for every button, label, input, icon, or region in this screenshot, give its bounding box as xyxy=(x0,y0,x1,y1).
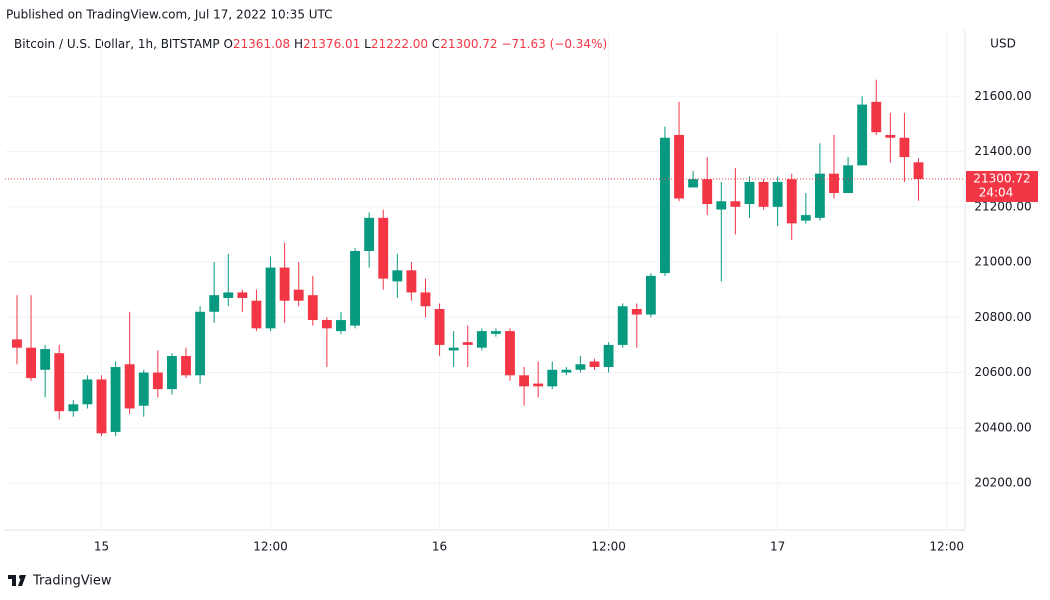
y-tick-label: 21400.00 xyxy=(974,144,1031,158)
candle-body xyxy=(786,179,797,224)
candle-body xyxy=(68,404,79,412)
candle-body xyxy=(716,201,727,210)
candle-body xyxy=(406,270,417,293)
ohlc-value: 21222.00 xyxy=(371,37,428,51)
candle-body xyxy=(829,173,839,193)
x-tick-label: 12:00 xyxy=(253,540,288,554)
candle-body xyxy=(744,181,755,205)
candle-body xyxy=(702,179,713,205)
candle-body xyxy=(490,331,501,334)
candle-body xyxy=(603,344,614,368)
candle-body xyxy=(279,267,290,301)
candle-body xyxy=(519,375,530,387)
candle-body xyxy=(82,379,93,405)
brand-name: TradingView xyxy=(32,574,112,589)
candle-body xyxy=(462,342,473,345)
candle-body xyxy=(561,369,572,373)
symbol: Bitcoin / U.S. Dollar, 1h, BITSTAMP xyxy=(14,37,220,51)
candle-body xyxy=(800,215,811,221)
candle-body xyxy=(617,306,628,345)
price-tag-value: 21300.72 xyxy=(973,171,1030,185)
x-tick-label: 15 xyxy=(94,540,109,554)
candle-body xyxy=(645,275,656,315)
candle-body xyxy=(336,320,346,332)
candle-body xyxy=(350,250,360,326)
candle-body xyxy=(547,369,558,387)
candle-body xyxy=(772,181,783,207)
candle-body xyxy=(251,300,262,329)
ohlc-value: 21361.08 xyxy=(233,37,290,51)
candle-body xyxy=(899,137,910,158)
candle-body xyxy=(110,367,121,432)
candle-body xyxy=(12,339,22,348)
candle-body xyxy=(378,217,389,279)
candle-body xyxy=(660,137,670,274)
published-note: Published on TradingView.com, Jul 17, 20… xyxy=(6,8,333,22)
candle-body xyxy=(505,331,515,376)
candle-body xyxy=(913,162,924,179)
candle-body xyxy=(476,331,487,348)
currency-label: USD xyxy=(990,37,1016,51)
x-tick-label: 17 xyxy=(770,540,785,554)
change: −71.63 (−0.34%) xyxy=(501,37,607,51)
candle-body xyxy=(631,309,642,315)
candle-body xyxy=(237,292,248,298)
candle-body xyxy=(392,270,403,282)
candle-body xyxy=(321,320,332,329)
legend-header: Bitcoin / U.S. Dollar, 1h, BITSTAMP O213… xyxy=(14,37,611,51)
candle-body xyxy=(885,134,896,138)
ohlc-key: O xyxy=(223,37,232,51)
candle-body xyxy=(420,292,431,307)
candle-body xyxy=(138,372,149,406)
price-tag xyxy=(966,170,1038,202)
candle-body xyxy=(688,179,699,188)
candle-body xyxy=(54,353,65,412)
candle-body xyxy=(209,295,220,312)
ohlc-key: C xyxy=(432,37,440,51)
candle-body xyxy=(364,217,375,251)
ohlc-value: 21376.01 xyxy=(303,37,360,51)
y-tick-label: 21200.00 xyxy=(974,199,1031,213)
candle-body xyxy=(758,181,769,207)
candle-body xyxy=(307,295,318,321)
candle-body xyxy=(293,289,304,301)
ohlc-key: H xyxy=(294,37,303,51)
price-tag-countdown: 24:04 xyxy=(979,185,1014,199)
ohlc-value: 21300.72 xyxy=(440,37,497,51)
candle-body xyxy=(533,383,544,387)
y-tick-label: 20800.00 xyxy=(974,310,1031,324)
candle-body xyxy=(223,292,234,298)
candle-body xyxy=(871,101,882,133)
candle-body xyxy=(674,134,684,199)
brand-logo xyxy=(8,575,26,586)
candle-body xyxy=(26,347,36,379)
legend-text: Bitcoin / U.S. Dollar, 1h, BITSTAMP O213… xyxy=(14,37,611,51)
y-tick-label: 20600.00 xyxy=(974,365,1031,379)
candle-body xyxy=(96,379,107,434)
candle-body xyxy=(730,201,741,207)
y-tick-label: 21000.00 xyxy=(974,255,1031,269)
y-tick-label: 20200.00 xyxy=(974,476,1031,490)
candle-body xyxy=(575,364,586,370)
candle-body xyxy=(434,309,445,345)
candle-body xyxy=(181,355,191,376)
x-tick-label: 12:00 xyxy=(929,540,964,554)
candle-body xyxy=(448,347,459,351)
candle-body xyxy=(857,104,868,166)
ohlc-key: L xyxy=(364,37,371,51)
candle-body xyxy=(152,372,163,390)
x-tick-label: 12:00 xyxy=(591,540,626,554)
candle-body xyxy=(166,355,177,390)
candle-body xyxy=(265,267,276,329)
y-tick-label: 21600.00 xyxy=(974,89,1031,103)
x-tick-label: 16 xyxy=(432,540,447,554)
y-tick-label: 20400.00 xyxy=(974,420,1031,434)
candle-body xyxy=(195,311,206,376)
candle-body xyxy=(814,173,825,218)
candle-body xyxy=(40,349,51,370)
candle-body xyxy=(589,361,600,368)
candle-body xyxy=(124,364,135,409)
